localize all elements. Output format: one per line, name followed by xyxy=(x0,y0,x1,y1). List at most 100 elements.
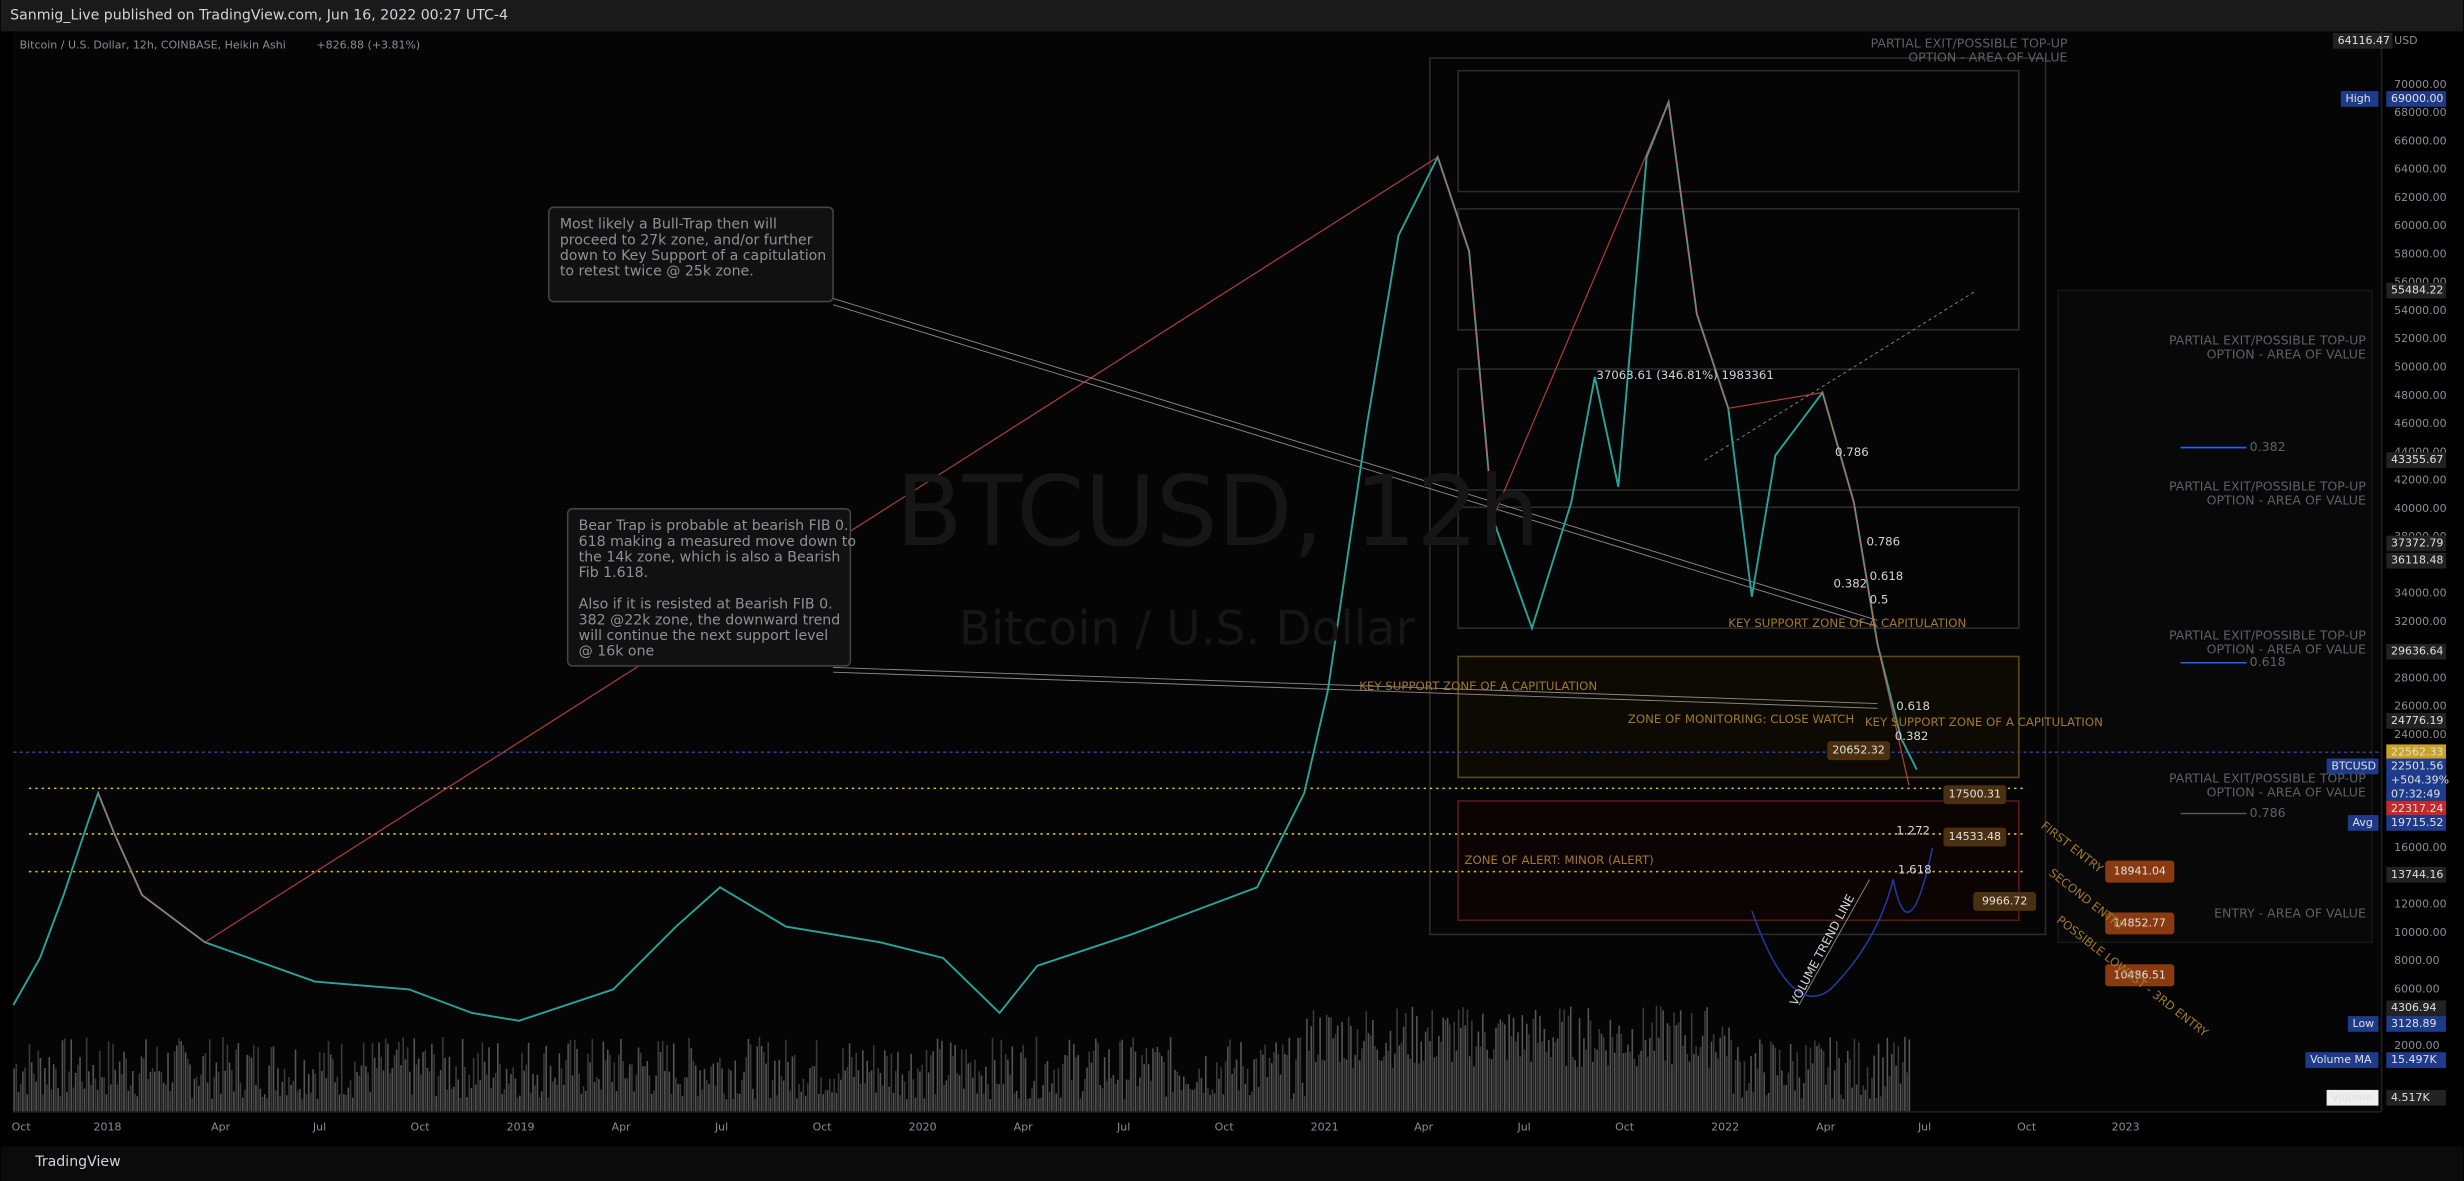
zone-label: KEY SUPPORT ZONE OF A CAPITULATION xyxy=(1359,679,1597,693)
volume-bar xyxy=(413,1038,416,1112)
volume-bar xyxy=(244,1089,246,1112)
volume-bar xyxy=(824,1090,827,1112)
volume-bar xyxy=(1875,1097,1878,1112)
volume-bar xyxy=(1642,1007,1645,1112)
volume-bar xyxy=(409,1071,411,1112)
volume-bar xyxy=(798,1083,800,1112)
volume-bar xyxy=(1286,1055,1288,1112)
volume-bar xyxy=(1699,1047,1702,1112)
volume-bar xyxy=(1136,1086,1139,1112)
volume-bar xyxy=(1211,1089,1214,1112)
volume-bar xyxy=(1237,1090,1240,1112)
volume-bar xyxy=(125,1058,128,1112)
volume-bar xyxy=(1022,1044,1025,1112)
note-text: Bear Trap is probable at bearish FIB 0. xyxy=(579,518,849,534)
volume-bar xyxy=(1422,1060,1425,1112)
volume-bar xyxy=(224,1070,226,1112)
volume-bar xyxy=(1356,1028,1359,1112)
volume-bar xyxy=(760,1046,763,1112)
price-badge xyxy=(2386,282,2446,299)
price-tick: 2000.00 xyxy=(2394,1039,2439,1052)
volume-bar xyxy=(1097,1043,1099,1112)
price-tick: 24000.00 xyxy=(2394,728,2446,741)
volume-bar xyxy=(545,1045,547,1112)
volume-bar xyxy=(492,1077,495,1112)
volume-bar xyxy=(310,1092,312,1112)
volume-bar xyxy=(774,1060,776,1112)
price-tick: 58000.00 xyxy=(2394,247,2446,260)
volume-bar xyxy=(497,1043,499,1112)
volume-bar xyxy=(925,1049,928,1112)
volume-bar xyxy=(954,1044,956,1112)
volume-bar xyxy=(1519,1056,1521,1112)
volume-bar xyxy=(1602,1037,1605,1112)
volume-bar xyxy=(853,1076,855,1112)
volume-bar xyxy=(301,1099,303,1112)
time-tick: Jul xyxy=(714,1121,728,1134)
target-price: 20652.32 xyxy=(1832,744,1884,757)
volume-bar xyxy=(1719,1037,1722,1112)
volume-bar xyxy=(1789,1043,1792,1112)
volume-bar xyxy=(727,1068,730,1112)
volume-bar xyxy=(866,1060,868,1112)
volume-bar xyxy=(1633,1058,1636,1112)
volume-bar xyxy=(1024,1058,1027,1112)
volume-bar xyxy=(1438,1035,1440,1112)
volume-bar xyxy=(46,1084,48,1112)
volume-bar xyxy=(1367,1033,1370,1112)
volume-bar xyxy=(582,1086,585,1112)
target-badge xyxy=(1943,785,2007,805)
volume-bar xyxy=(635,1074,638,1112)
volume-bar xyxy=(479,1080,481,1112)
volume-bar xyxy=(609,1054,611,1112)
volume-bar xyxy=(1400,1042,1403,1112)
volume-bar xyxy=(173,1051,176,1112)
volume-bar xyxy=(81,1081,84,1112)
volume-bar xyxy=(391,1068,394,1112)
volume-bar xyxy=(107,1041,110,1112)
volume-bar xyxy=(787,1061,789,1112)
volume-bar xyxy=(661,1041,664,1112)
volume-bar xyxy=(708,1084,710,1112)
volume-bar xyxy=(28,1044,31,1112)
volume-bar xyxy=(426,1067,429,1112)
volume-bar xyxy=(358,1075,361,1112)
volume-bar xyxy=(505,1068,508,1112)
badge-name: Low xyxy=(2353,1017,2375,1030)
volume-bar xyxy=(123,1051,125,1112)
volume-bar xyxy=(1139,1077,1141,1112)
volume-bar xyxy=(250,1057,253,1112)
volume-bar xyxy=(565,1059,567,1112)
volume-bar xyxy=(503,1089,506,1112)
volume-bar xyxy=(921,1064,923,1112)
volume-bar xyxy=(246,1054,248,1112)
volume-bar xyxy=(215,1062,218,1112)
volume-bar xyxy=(519,1095,521,1112)
volume-bar xyxy=(1635,1066,1638,1112)
volume-bar xyxy=(536,1074,539,1112)
volume-bar xyxy=(336,1076,339,1112)
volume-bar xyxy=(1827,1067,1829,1112)
volume-bar xyxy=(1037,1098,1040,1112)
price-series-down xyxy=(97,99,1910,944)
volume-bar xyxy=(1189,1088,1192,1112)
volume-bar xyxy=(1308,1050,1310,1112)
volume-bar xyxy=(683,1077,686,1112)
volume-bar xyxy=(1004,1053,1007,1112)
volume-bar xyxy=(567,1043,569,1112)
volume-bar xyxy=(1163,1061,1165,1112)
volume-bar xyxy=(1497,1023,1499,1112)
volume-bar xyxy=(1846,1050,1849,1112)
volume-bar xyxy=(340,1043,343,1112)
time-tick: Jul xyxy=(1917,1121,1931,1134)
volume-bar xyxy=(587,1053,589,1112)
volume-bar xyxy=(655,1075,657,1112)
fib-label: 0.618 xyxy=(1896,699,1930,713)
volume-bar xyxy=(1121,1039,1124,1112)
badge-name: BTCUSD xyxy=(2331,759,2376,772)
volume-bar xyxy=(208,1039,211,1112)
volume-bar xyxy=(1534,1009,1537,1112)
volume-bar xyxy=(1838,1057,1840,1112)
volume-bar xyxy=(1402,1026,1405,1112)
area-label: PARTIAL EXIT/POSSIBLE TOP-UP xyxy=(2169,332,2366,347)
